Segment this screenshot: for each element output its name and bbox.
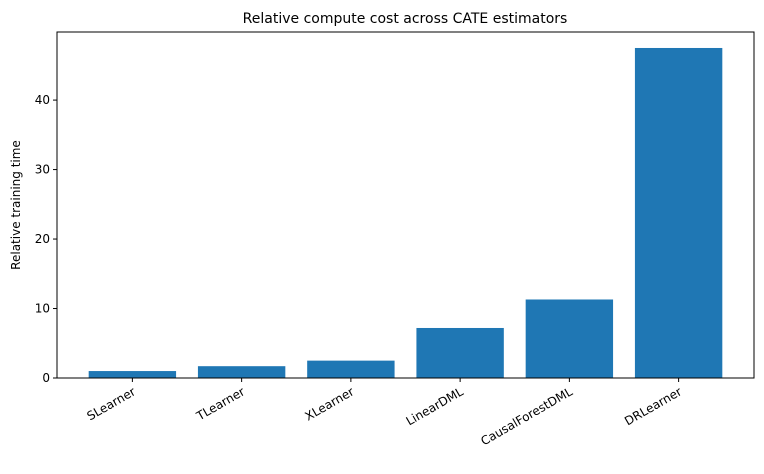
y-tick-label: 20 xyxy=(35,232,50,246)
y-tick-label: 0 xyxy=(42,371,50,385)
bar-xlearner xyxy=(307,360,395,378)
x-tick-label: XLearner xyxy=(303,384,357,423)
bar-drlearner xyxy=(634,47,723,378)
bar-slearner xyxy=(88,371,177,378)
x-tick-label: LinearDML xyxy=(404,384,466,428)
chart-title: Relative compute cost across CATE estima… xyxy=(243,11,568,27)
bar-tlearner xyxy=(197,366,286,378)
plot-frame xyxy=(56,31,755,379)
y-tick-label: 30 xyxy=(35,163,50,177)
x-tick-label: SLearner xyxy=(85,384,138,423)
x-tick-label: DRLearner xyxy=(622,384,684,428)
y-tick-label: 10 xyxy=(35,302,50,316)
x-tick-label: TLearner xyxy=(193,384,247,423)
bar-lineardml xyxy=(416,327,504,378)
y-axis-label: Relative training time xyxy=(9,140,23,270)
y-tick-label: 40 xyxy=(35,93,50,107)
bar-causalforestdml xyxy=(525,299,614,378)
x-tick-label: CausalForestDML xyxy=(478,384,575,448)
